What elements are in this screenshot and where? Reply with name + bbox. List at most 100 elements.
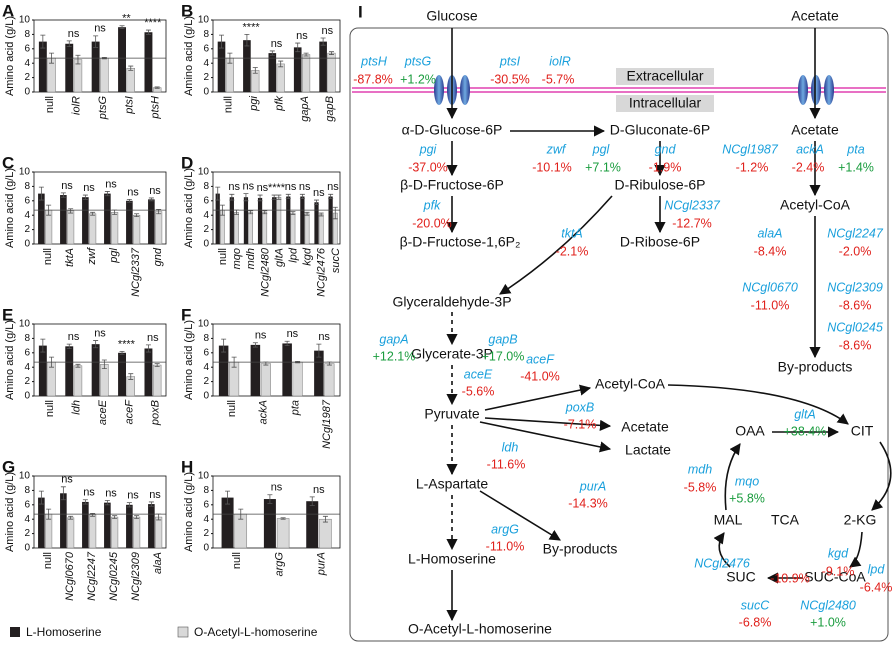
y-axis-label: Amino acid (g/L) [4, 168, 16, 248]
node-label: TCA [771, 512, 800, 528]
significance: ns [257, 182, 269, 194]
node-label: D-Ribose-6P [620, 234, 700, 250]
bar [73, 59, 83, 93]
error-bar [148, 501, 154, 507]
x-tick-label: null [42, 552, 54, 569]
significance: ns [321, 25, 333, 37]
error-bar [267, 494, 273, 504]
bar [276, 518, 290, 549]
error-bar [82, 194, 88, 200]
error-bar [290, 211, 296, 215]
node-label: Acetate [621, 419, 669, 435]
bar [292, 361, 303, 397]
bar [286, 196, 291, 244]
x-tick-label: pgi [248, 95, 260, 111]
error-bar [38, 490, 44, 505]
bar [319, 41, 327, 92]
y-tick-label: 8 [24, 181, 30, 192]
y-tick-label: 2 [203, 528, 209, 539]
bar [229, 197, 234, 244]
y-tick-label: 8 [203, 333, 209, 344]
bar [38, 41, 47, 92]
y-axis-label: Amino acid (g/L) [4, 16, 16, 96]
error-bar [303, 52, 309, 57]
error-bar [60, 486, 66, 501]
error-bar [332, 206, 338, 220]
bar [148, 199, 155, 244]
bar [91, 344, 100, 396]
x-tick-label: NCgl0245 [108, 551, 120, 601]
x-tick-label: null [231, 552, 243, 569]
gene-change: -10.9% [770, 571, 810, 585]
bar [302, 54, 311, 93]
error-bar [248, 210, 254, 215]
node-label: β-D-Fructose-1,6P₂ [400, 234, 521, 250]
error-bar [101, 359, 107, 370]
gene-change: -11.0% [486, 539, 525, 553]
y-tick-label: 8 [24, 333, 30, 344]
gene-name: mdh [688, 462, 712, 476]
y-axis-label: Amino acid (g/L) [4, 320, 16, 400]
gene-change: -14.3% [568, 496, 608, 510]
x-tick-label: pfk [273, 96, 285, 112]
error-bar [328, 193, 334, 200]
bar [328, 196, 333, 244]
error-bar [316, 343, 322, 358]
gene-name: NCgl2480 [800, 598, 856, 612]
bar [319, 518, 332, 549]
gene-change: -7.1% [564, 417, 597, 431]
label-bg [616, 95, 714, 112]
bar [104, 193, 111, 244]
y-tick-label: 10 [19, 167, 31, 178]
significance: ns [149, 489, 161, 501]
bar [152, 364, 162, 397]
error-bar [134, 515, 140, 519]
bar [306, 501, 319, 548]
error-bar [285, 193, 291, 200]
x-tick-label: purA [316, 552, 328, 576]
x-tick-label: mdh [245, 248, 257, 269]
gene-name: sucC [741, 598, 770, 612]
panel-letter: D [181, 153, 193, 172]
y-tick-label: 4 [24, 210, 30, 221]
error-bar [262, 210, 268, 215]
bar [282, 343, 292, 396]
y-tick-label: 6 [203, 499, 209, 510]
arrow [479, 490, 561, 541]
gene-name: NCgl0245 [827, 320, 883, 334]
error-bar [148, 197, 154, 202]
gene-name: NCgl2309 [827, 280, 883, 294]
arrow [484, 384, 592, 411]
gene-name: NCgl2247 [827, 226, 884, 240]
significance: ns [327, 181, 339, 193]
node-label: α-D-Glucose-6P [402, 122, 503, 138]
x-tick-label: iolR [71, 96, 83, 115]
y-tick-label: 0 [24, 239, 30, 250]
bar [250, 344, 261, 396]
significance: ns [68, 331, 80, 343]
significance: **** [144, 17, 162, 29]
bar [38, 193, 45, 244]
x-tick-label: mqo [231, 248, 243, 269]
gene-change: -5.7% [542, 72, 575, 86]
gene-change: +17.0% [482, 349, 525, 363]
gene-change: -20.0% [412, 216, 452, 230]
error-bar [66, 343, 72, 349]
x-tick-label: null [44, 400, 56, 417]
bar [67, 210, 75, 245]
gene-name: pgl [592, 142, 611, 156]
significance: ns [255, 330, 267, 342]
error-bar [328, 51, 334, 55]
gene-change: -5.6% [462, 384, 495, 398]
error-bar [145, 29, 151, 35]
plot-frame [33, 171, 167, 245]
bar [148, 504, 155, 548]
x-tick-label: null [44, 96, 56, 113]
y-tick-label: 0 [24, 87, 30, 98]
y-tick-label: 0 [203, 87, 209, 98]
error-bar [219, 34, 225, 49]
y-tick-label: 6 [24, 499, 30, 510]
significance: ns [94, 23, 106, 35]
significance: ns [147, 332, 159, 344]
